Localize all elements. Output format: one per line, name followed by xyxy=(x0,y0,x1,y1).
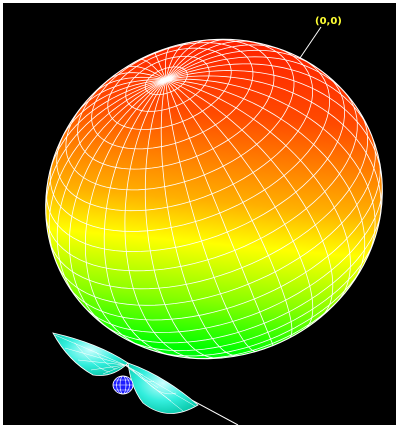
main-lobe-longitude-line xyxy=(165,79,274,346)
main-lobe-longitude-line xyxy=(75,79,166,116)
main-lobe-longitude-line xyxy=(92,76,166,95)
main-lobe-longitude-line xyxy=(165,39,229,81)
main-lobe-longitude-line xyxy=(165,39,208,80)
side-lobe-grid-line xyxy=(90,364,126,371)
main-lobe-longitude-line xyxy=(154,52,167,80)
main-lobe-longitude-line xyxy=(85,79,167,349)
main-lobe-longitude-line xyxy=(56,79,166,305)
main-lobe-longitude-line xyxy=(124,79,200,359)
main-lobe-longitude-line xyxy=(165,78,376,260)
main-lobe-longitude-line xyxy=(69,79,167,333)
side-lobe-arc xyxy=(137,371,177,395)
radiation-pattern-plot[interactable]: (0,0) xyxy=(3,3,396,425)
side-lobe-right xyxy=(127,362,199,414)
main-lobe-longitude-line xyxy=(165,70,383,184)
main-lobe-longitude-line xyxy=(138,59,167,81)
main-lobe-longitude-line xyxy=(48,79,166,179)
side-lobe-grid-line xyxy=(102,364,126,375)
main-lobe-longitude-line xyxy=(165,56,351,99)
main-lobe-longitude-line xyxy=(144,79,221,359)
main-lobe-longitude-line xyxy=(107,72,166,81)
main-lobe-longitude-line xyxy=(165,75,382,226)
main-lobe-longitude-line xyxy=(124,65,167,81)
main-lobe-longitude-line xyxy=(165,49,320,81)
main-lobe-longitude-line xyxy=(165,46,172,80)
origin-axis-line xyxy=(299,26,322,59)
main-lobe-longitude-line xyxy=(165,40,256,81)
main-lobe-longitude-line xyxy=(165,79,293,339)
main-lobe-longitude-line xyxy=(103,79,173,357)
side-lobe-grid xyxy=(54,334,196,412)
main-lobe-longitude-line xyxy=(45,79,166,222)
side-lobe-grid-line xyxy=(54,334,126,366)
main-lobe-longitude-line xyxy=(165,79,257,352)
main-lobe-longitude-line xyxy=(165,79,314,329)
side-lobe-grid-line xyxy=(124,364,196,407)
3d-plot-canvas[interactable]: (0,0) xyxy=(3,3,396,425)
main-lobe-grid xyxy=(45,39,383,359)
side-lobe-left xyxy=(52,332,129,376)
back-lobe-grid xyxy=(112,375,134,395)
main-lobe-longitude-line xyxy=(165,79,366,284)
main-lobe-outline xyxy=(45,38,383,360)
main-lobe-longitude-line xyxy=(165,79,351,305)
origin-label: (0,0) xyxy=(315,16,342,27)
side-lobe-arc xyxy=(74,342,110,373)
main-lobe xyxy=(45,39,383,359)
side-lobe-arc xyxy=(96,352,117,370)
side-lobe-grid-line xyxy=(64,347,126,366)
side-lobe-grid-line xyxy=(77,359,126,366)
main-lobe-longitude-line xyxy=(165,63,372,136)
main-lobe-longitude-line xyxy=(60,79,166,140)
main-lobe-longitude-line xyxy=(160,79,238,357)
main-lobe-longitude-line xyxy=(165,79,334,319)
main-lobe-longitude-line xyxy=(165,44,283,81)
main-lobe-longitude-line xyxy=(165,42,188,80)
main-lobe-longitude-line xyxy=(48,79,166,263)
side-lobe-arc xyxy=(132,368,155,382)
